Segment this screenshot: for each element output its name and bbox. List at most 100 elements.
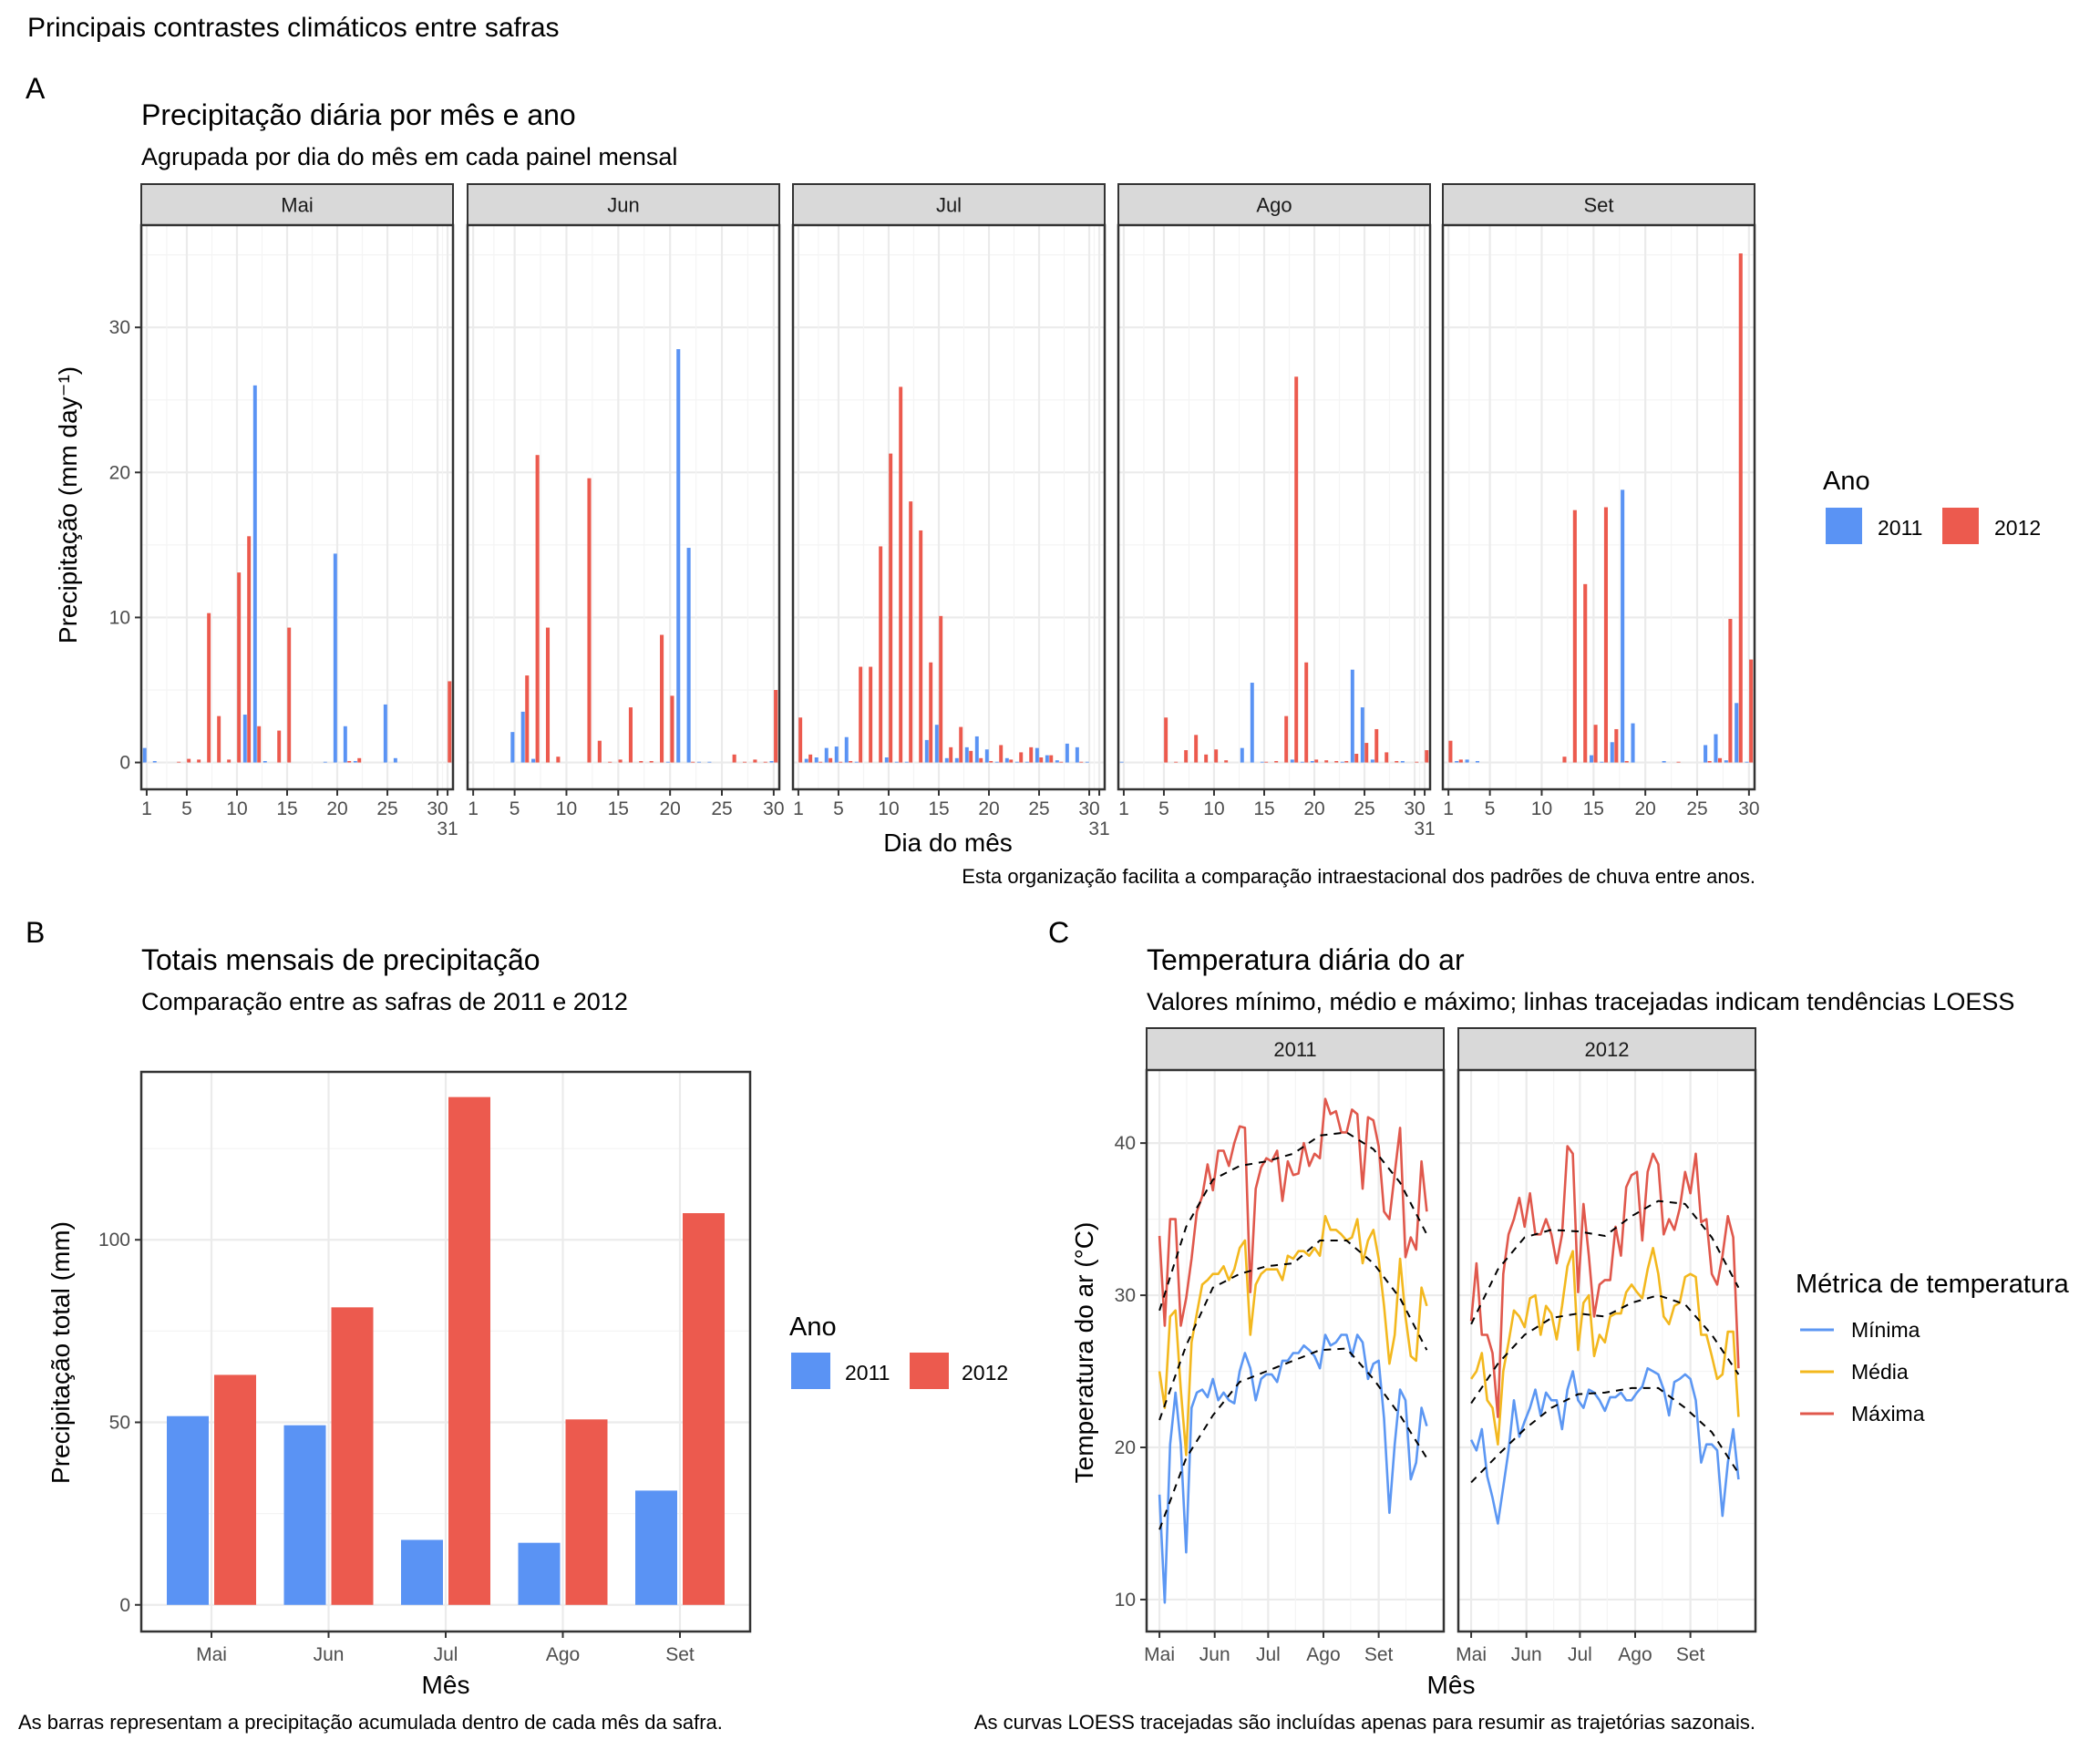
bar-2012-day-9 — [556, 757, 561, 763]
bar-2012-day-15 — [939, 615, 943, 763]
x-tick-label: 15 — [608, 798, 629, 819]
bar-2011-day-26 — [1370, 759, 1374, 763]
bar-2011-day-19 — [974, 736, 979, 763]
y-tick-label: 50 — [109, 1413, 130, 1434]
bar-2011-day-7 — [531, 758, 536, 763]
bar-2011-day-17 — [1610, 742, 1614, 763]
bar-2011-day-6 — [520, 711, 525, 763]
bar-2012-day-22 — [1334, 760, 1339, 763]
bar-2012-day-10 — [1214, 749, 1219, 763]
bar-2011-Jul — [401, 1539, 443, 1605]
x-tick-label: Ago — [546, 1644, 580, 1665]
panel-border — [139, 223, 455, 791]
bar-2012-day-18 — [1294, 376, 1299, 763]
bar-2012-day-8 — [1194, 735, 1199, 763]
bar-2011-day-11 — [894, 761, 899, 763]
bar-2012-day-27 — [1717, 757, 1723, 763]
bar-2012-day-15 — [1264, 761, 1269, 763]
bar-2012-day-21 — [999, 745, 1004, 763]
legend-key-2011 — [1826, 508, 1862, 544]
bar-2012-day-4 — [829, 757, 833, 763]
bar-2012-day-17 — [959, 726, 963, 763]
x-tick-label: 5 — [1158, 798, 1169, 819]
bar-2012-day-1 — [798, 717, 803, 763]
bar-2012-day-26 — [1049, 755, 1054, 763]
bar-2011-day-23 — [696, 761, 702, 763]
bar-2012-day-28 — [753, 759, 757, 763]
bar-2012-day-12 — [257, 726, 262, 763]
bar-2011-day-18 — [964, 746, 969, 763]
bar-2011-day-29 — [1735, 703, 1739, 763]
panel-background — [1118, 225, 1430, 789]
panel-border — [1457, 1068, 1757, 1633]
panel-border — [1441, 223, 1756, 791]
panel-c-x-axis-title: Mês — [1427, 1671, 1476, 1699]
panel-border — [1117, 223, 1432, 791]
bar-2011-day-21 — [343, 726, 347, 763]
bar-2011-day-4 — [1475, 760, 1480, 763]
panel-c-y-axis-title: Temperatura do ar (°C) — [1070, 1222, 1098, 1484]
x-tick-label: Mai — [196, 1644, 227, 1665]
facet-strip-label: Jul — [936, 194, 962, 217]
panel-c-title: Temperatura diária do ar — [1147, 943, 1465, 976]
bar-2012-day-25 — [1364, 743, 1369, 763]
x-tick-label: 25 — [1354, 798, 1374, 819]
bar-2011-day-4 — [824, 747, 829, 763]
legend-label-2011: 2011 — [1878, 516, 1922, 540]
panel-b-y-axis-title: Precipitação total (mm) — [46, 1221, 75, 1484]
bar-2012-day-27 — [742, 761, 747, 763]
x-tick-label: Jul — [1568, 1644, 1592, 1665]
x-tick-label: 31 — [1414, 818, 1435, 839]
bar-2011-day-24 — [707, 761, 712, 763]
x-tick-label: 10 — [1203, 798, 1224, 819]
bar-2012-Set — [683, 1213, 725, 1605]
bar-2011-day-15 — [1589, 755, 1594, 763]
facet-strip — [1117, 183, 1431, 226]
bar-2011-day-15 — [1260, 761, 1264, 763]
x-tick-label: 5 — [510, 798, 520, 819]
bar-2011-day-18 — [1290, 759, 1294, 763]
bar-2011-day-26 — [1045, 755, 1049, 763]
x-tick-label: 15 — [276, 798, 297, 819]
bar-2012-day-2 — [808, 754, 813, 763]
line-máxima-2012 — [1469, 1145, 1740, 1418]
x-tick-label: 1 — [793, 798, 804, 819]
bar-2011-day-29 — [1075, 746, 1079, 763]
line-mínima-2011 — [1158, 1333, 1428, 1604]
bar-2012-day-17 — [1614, 728, 1619, 763]
x-tick-label: 5 — [833, 798, 844, 819]
x-tick-label: 31 — [437, 818, 458, 839]
bar-2011-day-27 — [1714, 734, 1718, 763]
bar-2011-day-15 — [934, 725, 939, 763]
bar-2012-day-7 — [207, 612, 211, 763]
bar-2012-day-15 — [1593, 725, 1598, 763]
y-tick-label: 10 — [1115, 1590, 1136, 1611]
bar-2012-Jul — [448, 1096, 490, 1605]
bar-2012-day-13 — [597, 740, 602, 763]
x-tick-label: 25 — [711, 798, 732, 819]
legend-title: Ano — [1823, 467, 1870, 496]
bar-2011-day-16 — [1600, 761, 1604, 763]
y-tick-label: 40 — [1115, 1133, 1136, 1154]
bar-2012-Jun — [331, 1307, 374, 1605]
x-tick-label: 20 — [326, 798, 347, 819]
bar-2012-day-9 — [1204, 754, 1209, 763]
bar-2011-day-5 — [510, 732, 515, 763]
bar-2011-day-11 — [242, 715, 247, 763]
bar-2012-day-6 — [1174, 761, 1179, 763]
bar-2011-day-30 — [769, 760, 774, 763]
bar-2012-day-13 — [919, 530, 923, 763]
bar-2012-day-28 — [1395, 760, 1399, 763]
panel-b-legend: Ano 2011 2012 — [789, 1312, 1008, 1389]
line-média-2012 — [1470, 1247, 1740, 1446]
bar-2012-day-27 — [1059, 761, 1064, 763]
x-tick-label: 20 — [978, 798, 999, 819]
bar-2012-day-7 — [1184, 750, 1189, 763]
bar-2011-day-27 — [1055, 760, 1059, 763]
bar-2012-day-8 — [545, 627, 551, 763]
panel-border — [466, 223, 781, 791]
bar-2012-day-24 — [1029, 746, 1034, 763]
x-tick-label: Set — [1676, 1644, 1705, 1665]
x-tick-label: 25 — [376, 798, 397, 819]
